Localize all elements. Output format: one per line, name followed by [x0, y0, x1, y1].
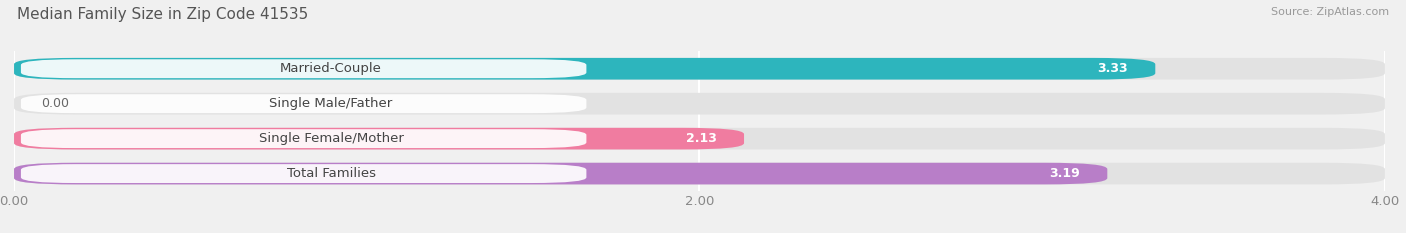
- Text: Median Family Size in Zip Code 41535: Median Family Size in Zip Code 41535: [17, 7, 308, 22]
- Text: 3.19: 3.19: [1049, 167, 1080, 180]
- FancyBboxPatch shape: [14, 58, 1156, 80]
- Text: 2.13: 2.13: [686, 132, 717, 145]
- FancyBboxPatch shape: [21, 129, 586, 148]
- Text: Source: ZipAtlas.com: Source: ZipAtlas.com: [1271, 7, 1389, 17]
- Text: 0.00: 0.00: [42, 97, 69, 110]
- FancyBboxPatch shape: [21, 94, 586, 113]
- Text: Single Male/Father: Single Male/Father: [270, 97, 392, 110]
- FancyBboxPatch shape: [14, 163, 1108, 185]
- Text: Single Female/Mother: Single Female/Mother: [259, 132, 404, 145]
- FancyBboxPatch shape: [14, 128, 1385, 150]
- FancyBboxPatch shape: [21, 59, 586, 78]
- FancyBboxPatch shape: [14, 93, 1385, 115]
- Text: 3.33: 3.33: [1097, 62, 1128, 75]
- Text: Married-Couple: Married-Couple: [280, 62, 382, 75]
- FancyBboxPatch shape: [14, 128, 744, 150]
- Text: Total Families: Total Families: [287, 167, 375, 180]
- FancyBboxPatch shape: [14, 58, 1385, 80]
- FancyBboxPatch shape: [21, 164, 586, 183]
- FancyBboxPatch shape: [14, 163, 1385, 185]
